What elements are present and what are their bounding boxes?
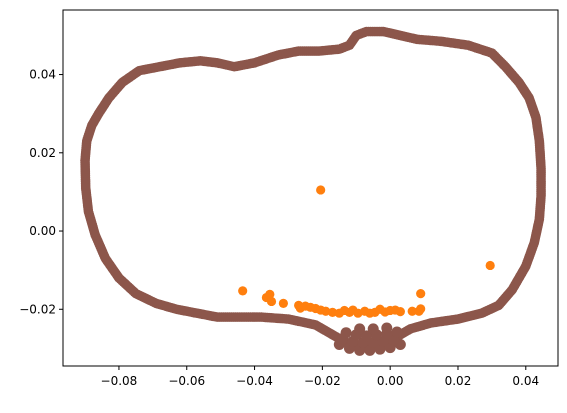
y-tick-label: 0.04	[29, 68, 56, 82]
orange-point	[238, 286, 248, 296]
cluster-point	[360, 330, 372, 342]
orange-point	[485, 260, 495, 271]
orange-point	[416, 304, 426, 314]
marks-layer	[80, 26, 546, 356]
orange-point	[265, 289, 275, 300]
ring-point	[80, 157, 90, 168]
y-tick-label: 0.00	[29, 224, 56, 238]
orange-point	[266, 296, 277, 307]
cluster-point	[340, 327, 352, 339]
x-tick-label: −0.08	[101, 374, 138, 388]
x-tick-label: 0.00	[377, 374, 404, 388]
orange-point	[316, 185, 326, 195]
orange-point	[278, 298, 288, 309]
x-tick-label: −0.04	[236, 374, 273, 388]
ticks-layer: −0.08 −0.06 −0.04 −0.02 0.00 0.02 0.04 −0.02 0.0…	[19, 68, 539, 388]
cluster-point	[367, 323, 379, 335]
orange-point	[321, 306, 331, 316]
x-tick-label: −0.02	[304, 374, 341, 388]
orange-point	[416, 289, 426, 299]
cluster-point	[391, 326, 403, 338]
y-tick-label: 0.02	[29, 146, 56, 160]
orange-point	[327, 307, 338, 317]
x-tick-label: 0.02	[445, 374, 472, 388]
axes-frame	[62, 9, 559, 367]
y-tick-label: −0.02	[19, 302, 56, 316]
x-tick-label: 0.04	[512, 374, 539, 388]
x-tick-label: −0.06	[168, 374, 205, 388]
cluster-point	[381, 322, 393, 334]
cluster-point	[354, 323, 366, 335]
orange-point	[407, 306, 417, 316]
orange-point	[395, 307, 405, 317]
